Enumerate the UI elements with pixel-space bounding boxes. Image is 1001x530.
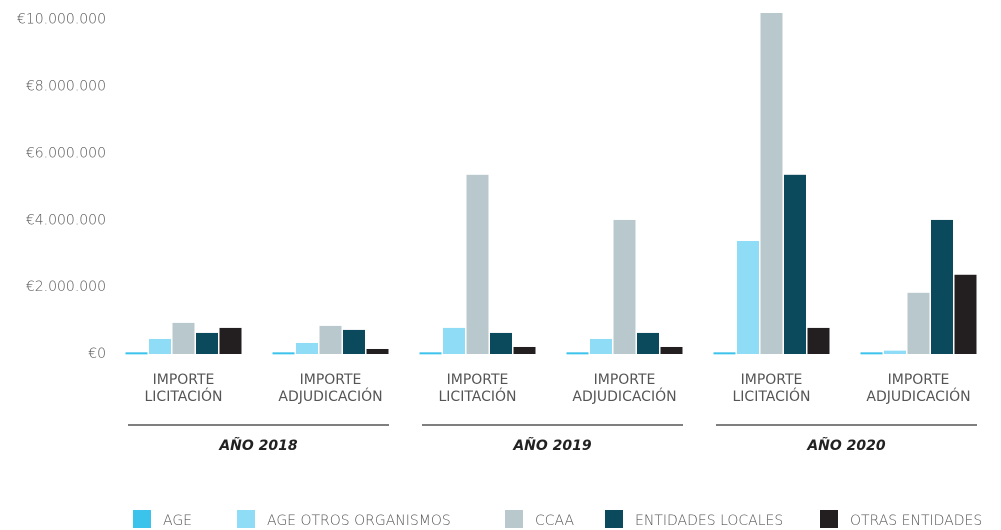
x-tick-label: IMPORTE ADJUDICACIÓN [866, 372, 971, 405]
bar [172, 322, 195, 354]
y-tick-label: €2.000.000 [26, 279, 106, 295]
bar [513, 346, 536, 354]
legend-swatch [605, 510, 623, 528]
x-tick-label: IMPORTE LICITACIÓN [144, 372, 223, 405]
bar [590, 338, 612, 354]
y-tick-label: €6.000.000 [26, 145, 106, 161]
bar [125, 352, 148, 355]
bar [343, 329, 365, 354]
bar [319, 325, 342, 354]
bar [272, 352, 295, 355]
x-tick-label: IMPORTE LICITACIÓN [732, 372, 811, 405]
legend-label: AGE OTROS ORGANISMOS [267, 513, 451, 529]
legend-swatch [820, 510, 838, 528]
legend-label: ENTIDADES LOCALES [635, 513, 783, 529]
bar [931, 219, 953, 354]
bar [419, 352, 442, 355]
bar [737, 241, 759, 354]
group-label: AÑO 2020 [806, 437, 886, 454]
legend-label: OTRAS ENTIDADES [850, 513, 982, 529]
bar [149, 338, 171, 354]
bar [443, 327, 465, 354]
bar [219, 327, 242, 354]
bar [907, 292, 930, 354]
legend-label: AGE [163, 513, 192, 529]
bar [954, 274, 977, 354]
x-tick-label: IMPORTE LICITACIÓN [438, 372, 517, 405]
y-tick-label: €0 [88, 346, 106, 362]
bar [784, 174, 806, 354]
group-label: AÑO 2018 [218, 437, 298, 454]
bar [860, 352, 883, 355]
bar [807, 327, 830, 354]
bar [296, 342, 318, 354]
bar [713, 352, 736, 355]
group-label: AÑO 2019 [512, 437, 592, 454]
bar [566, 352, 589, 355]
y-tick-label: €8.000.000 [26, 79, 106, 95]
legend-label: CCAA [535, 513, 575, 529]
bar [613, 219, 636, 354]
legend-swatch [133, 510, 151, 528]
y-tick-label: €4.000.000 [26, 212, 106, 228]
legend-swatch [505, 510, 523, 528]
x-tick-label: IMPORTE ADJUDICACIÓN [278, 372, 383, 405]
bar [637, 332, 659, 354]
bar [884, 350, 906, 354]
legend-swatch [237, 510, 255, 528]
y-tick-label: €10.000.000 [17, 12, 106, 28]
bar [466, 174, 489, 354]
bar [490, 332, 512, 354]
bar [366, 348, 389, 354]
bar [760, 13, 783, 354]
bar [660, 346, 683, 354]
bar [196, 332, 218, 354]
x-tick-label: IMPORTE ADJUDICACIÓN [572, 372, 677, 405]
